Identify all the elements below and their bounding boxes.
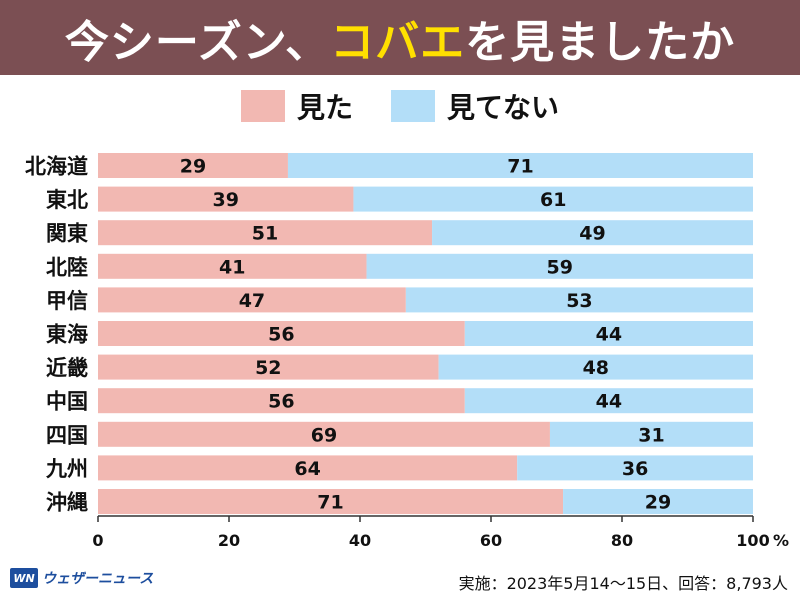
data-label: 36: [622, 458, 648, 480]
bar-seen: [98, 186, 354, 212]
bar-not-seen: [563, 489, 753, 514]
legend-item-seen: 見た: [240, 86, 353, 126]
bar-not-seen: [549, 421, 753, 447]
category-label: 甲信: [46, 289, 88, 313]
data-label: 56: [268, 391, 294, 413]
bar-seen: [98, 253, 367, 279]
bar-seen: [98, 321, 465, 346]
legend: 見た 見てない: [0, 88, 800, 124]
title-part-before: 今シーズン、: [64, 16, 331, 68]
survey-note: 実施：2023年5月14〜15日、回答：8,793人: [458, 574, 788, 593]
data-label: 56: [268, 324, 294, 346]
data-label: 41: [219, 256, 245, 278]
data-label: 29: [180, 156, 206, 178]
data-label: 59: [547, 256, 573, 278]
page-title: 今シーズン、コバエを見ましたか: [65, 6, 735, 70]
legend-label-not-seen: 見てない: [447, 91, 560, 124]
data-label: 49: [579, 223, 605, 245]
data-label: 31: [638, 424, 664, 446]
category-label: 九州: [45, 457, 88, 481]
data-label: 44: [596, 324, 622, 346]
x-tick-label: 100: [736, 531, 769, 550]
bar-not-seen: [405, 287, 753, 313]
bar-not-seen: [353, 186, 753, 212]
legend-swatch-not-seen: [391, 90, 435, 122]
bar-seen: [98, 421, 550, 447]
data-label: 48: [583, 357, 609, 379]
logo-text: ウェザーニュース: [42, 571, 154, 587]
bar-seen: [98, 489, 564, 514]
category-label: 中国: [46, 390, 88, 414]
bar-not-seen: [464, 321, 753, 346]
data-label: 64: [294, 458, 320, 480]
category-label: 東海: [46, 323, 88, 347]
legend-swatch-seen: [240, 90, 285, 122]
bar-not-seen: [464, 388, 753, 414]
title-highlight: コバエ: [330, 16, 466, 68]
data-label: 53: [566, 290, 592, 312]
bar-seen: [98, 354, 439, 380]
data-label: 71: [317, 492, 343, 514]
legend-item-not-seen: 見てない: [391, 86, 559, 126]
title-part-after: を見ましたか: [465, 16, 736, 68]
weathernews-logo: WN ウェザーニュース: [10, 568, 153, 588]
data-label: 44: [596, 391, 622, 413]
data-label: 39: [212, 189, 238, 211]
bar-not-seen: [287, 153, 753, 178]
x-tick-label: 40: [349, 531, 371, 550]
x-unit-label: %: [773, 531, 789, 550]
x-tick-label: 0: [92, 531, 103, 550]
bar-seen: [98, 388, 465, 414]
bar-not-seen: [438, 354, 753, 380]
bar-seen: [98, 287, 406, 313]
legend-label-seen: 見た: [296, 91, 353, 124]
bar-not-seen: [517, 455, 753, 481]
data-label: 51: [252, 223, 278, 245]
category-label: 北陸: [46, 255, 88, 279]
category-label: 近畿: [46, 356, 88, 380]
bar-seen: [98, 220, 433, 246]
data-label: 52: [255, 357, 281, 379]
title-bar: 今シーズン、コバエを見ましたか: [0, 0, 800, 75]
bar-seen: [98, 153, 288, 178]
x-tick-label: 60: [480, 531, 502, 550]
data-label: 47: [239, 290, 265, 312]
category-label: 東北: [46, 188, 88, 212]
logo-mark: WN: [10, 568, 38, 588]
x-tick-label: 20: [218, 531, 240, 550]
category-label: 北海道: [25, 155, 88, 179]
data-label: 69: [311, 424, 337, 446]
category-label: 関東: [46, 222, 88, 246]
data-label: 61: [540, 189, 566, 211]
category-label: 沖縄: [46, 491, 88, 515]
bar-seen: [98, 455, 518, 481]
bar-not-seen: [432, 220, 753, 246]
category-label: 四国: [46, 423, 88, 447]
data-label: 71: [507, 156, 533, 178]
data-label: 29: [645, 492, 671, 514]
bar-not-seen: [366, 253, 753, 279]
x-tick-label: 80: [611, 531, 633, 550]
